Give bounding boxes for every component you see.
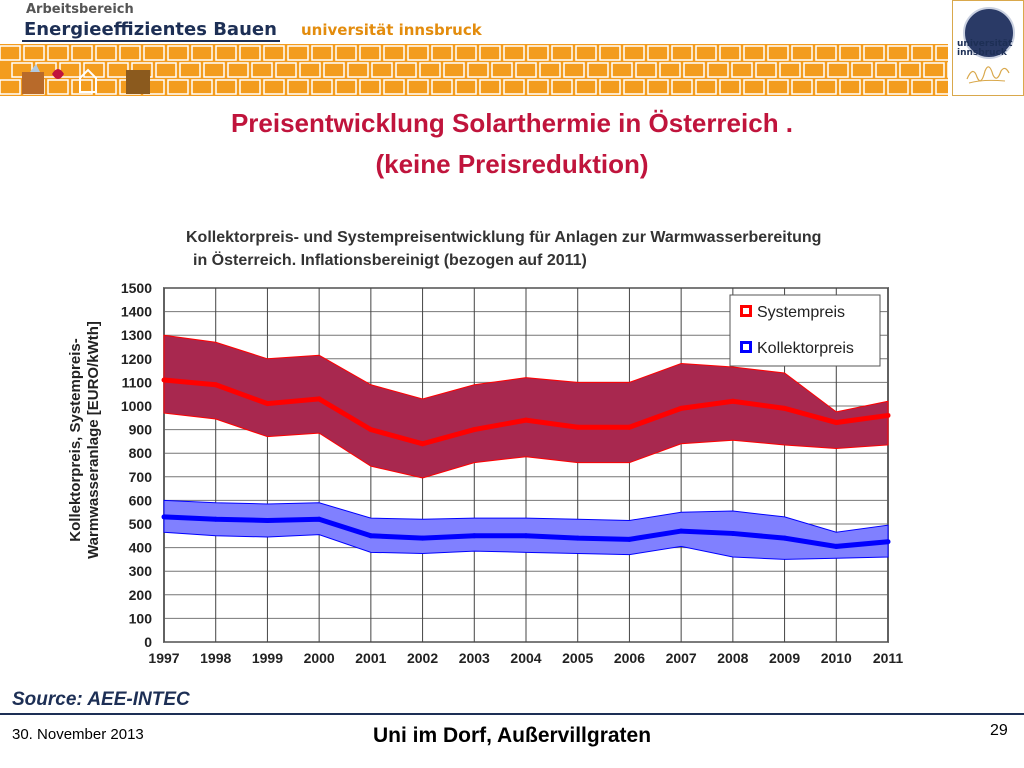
y-tick-label: 1000 bbox=[121, 398, 152, 414]
seal-emblem-icon bbox=[963, 7, 1015, 59]
university-seal: universität innsbruck bbox=[952, 0, 1024, 96]
legend-label: Kollektorpreis bbox=[757, 340, 854, 357]
source-note: Source: AEE-INTEC bbox=[12, 689, 190, 710]
series-point bbox=[626, 536, 632, 542]
series-point bbox=[523, 533, 529, 539]
x-tick-label: 2010 bbox=[821, 650, 852, 666]
y-tick-label: 400 bbox=[129, 540, 153, 556]
y-tick-label: 600 bbox=[129, 492, 153, 508]
header-dept-name: Energieeffizientes Bauen bbox=[24, 19, 277, 40]
header-dept-small: Arbeitsbereich bbox=[26, 2, 134, 17]
series-point bbox=[316, 396, 322, 402]
header-rule bbox=[22, 40, 280, 42]
chart-legend: Systempreis Kollektorpreis bbox=[729, 294, 881, 367]
x-tick-label: 2000 bbox=[304, 650, 335, 666]
y-axis-label-line2: Warmwasseranlage [EURO/kWth] bbox=[85, 321, 102, 559]
series-point bbox=[264, 401, 270, 407]
series-point bbox=[626, 424, 632, 430]
slide-title-line2: (keine Preisreduktion) bbox=[375, 149, 649, 179]
slide-title-line1: Preisentwicklung Solarthermie in Österre… bbox=[230, 108, 794, 138]
series-point bbox=[368, 533, 374, 539]
x-tick-label: 1999 bbox=[252, 650, 283, 666]
legend-label: Systempreis bbox=[757, 304, 845, 321]
y-tick-label: 100 bbox=[129, 610, 153, 626]
band-0 bbox=[163, 334, 889, 479]
series-point bbox=[730, 530, 736, 536]
seal-text: universität innsbruck bbox=[957, 39, 1013, 58]
x-tick-label: 2001 bbox=[355, 650, 386, 666]
series-point bbox=[316, 516, 322, 522]
page-number: 29 bbox=[990, 722, 1008, 739]
energy-icons bbox=[22, 64, 150, 94]
series-point bbox=[264, 517, 270, 523]
y-tick-label: 1200 bbox=[121, 351, 152, 367]
y-axis-label-line1: Kollektorpreis, Systempreis- bbox=[67, 338, 84, 541]
series-point bbox=[161, 514, 167, 520]
series-point bbox=[678, 405, 684, 411]
series-point bbox=[420, 535, 426, 541]
x-tick-label: 2004 bbox=[510, 650, 541, 666]
x-tick-label: 2007 bbox=[666, 650, 697, 666]
legend-swatch-inner bbox=[743, 344, 749, 350]
y-tick-label: 700 bbox=[129, 469, 153, 485]
series-point bbox=[161, 377, 167, 383]
x-tick-label: 2006 bbox=[614, 650, 645, 666]
chart-title-line1: Kollektorpreis- und Systempreisentwicklu… bbox=[186, 229, 822, 246]
series-point bbox=[782, 405, 788, 411]
series-point bbox=[213, 516, 219, 522]
series-point bbox=[885, 539, 891, 545]
footer-event-title: Uni im Dorf, Außervillgraten bbox=[372, 724, 652, 747]
y-tick-label: 1100 bbox=[122, 374, 153, 390]
series-point bbox=[575, 535, 581, 541]
series-point bbox=[730, 398, 736, 404]
y-tick-label: 1400 bbox=[121, 304, 152, 320]
x-tick-label: 1997 bbox=[148, 650, 179, 666]
series-point bbox=[678, 528, 684, 534]
series-point bbox=[885, 412, 891, 418]
y-tick-label: 200 bbox=[129, 587, 153, 603]
series-point bbox=[471, 533, 477, 539]
series-point bbox=[833, 543, 839, 549]
series-point bbox=[471, 427, 477, 433]
x-tick-label: 2011 bbox=[873, 650, 904, 666]
x-tick-label: 2009 bbox=[769, 650, 800, 666]
legend-box bbox=[729, 294, 881, 367]
x-tick-label: 2002 bbox=[407, 650, 438, 666]
y-tick-label: 500 bbox=[129, 516, 153, 532]
y-tick-label: 800 bbox=[129, 445, 153, 461]
series-point bbox=[782, 535, 788, 541]
y-tick-label: 0 bbox=[144, 634, 152, 650]
x-tick-label: 2008 bbox=[717, 650, 748, 666]
band-1 bbox=[163, 499, 889, 560]
footer-rule bbox=[0, 713, 1024, 715]
chart-title-line2: in Österreich. Inflationsbereinigt (bezo… bbox=[193, 252, 587, 269]
series-point bbox=[213, 382, 219, 388]
series-point bbox=[575, 424, 581, 430]
series-point bbox=[368, 427, 374, 433]
header-tile-band bbox=[0, 44, 948, 96]
y-tick-label: 300 bbox=[129, 563, 153, 579]
series-point bbox=[833, 420, 839, 426]
series-point bbox=[523, 417, 529, 423]
y-tick-label: 1500 bbox=[121, 280, 152, 296]
y-tick-label: 900 bbox=[129, 422, 153, 438]
price-chart: 0 100 200 300 400 500 600 700 800 900 1000 1100 1200… bbox=[67, 280, 904, 666]
header-university-name: universität innsbruck bbox=[301, 21, 482, 39]
x-tick-label: 1998 bbox=[200, 650, 231, 666]
legend-swatch-inner bbox=[743, 308, 749, 314]
x-tick-label: 2003 bbox=[459, 650, 490, 666]
footer-date: 30. November 2013 bbox=[12, 726, 144, 743]
x-tick-label: 2005 bbox=[562, 650, 593, 666]
y-tick-label: 1300 bbox=[121, 327, 152, 343]
series-point bbox=[420, 441, 426, 447]
signature-icon bbox=[966, 66, 1010, 84]
